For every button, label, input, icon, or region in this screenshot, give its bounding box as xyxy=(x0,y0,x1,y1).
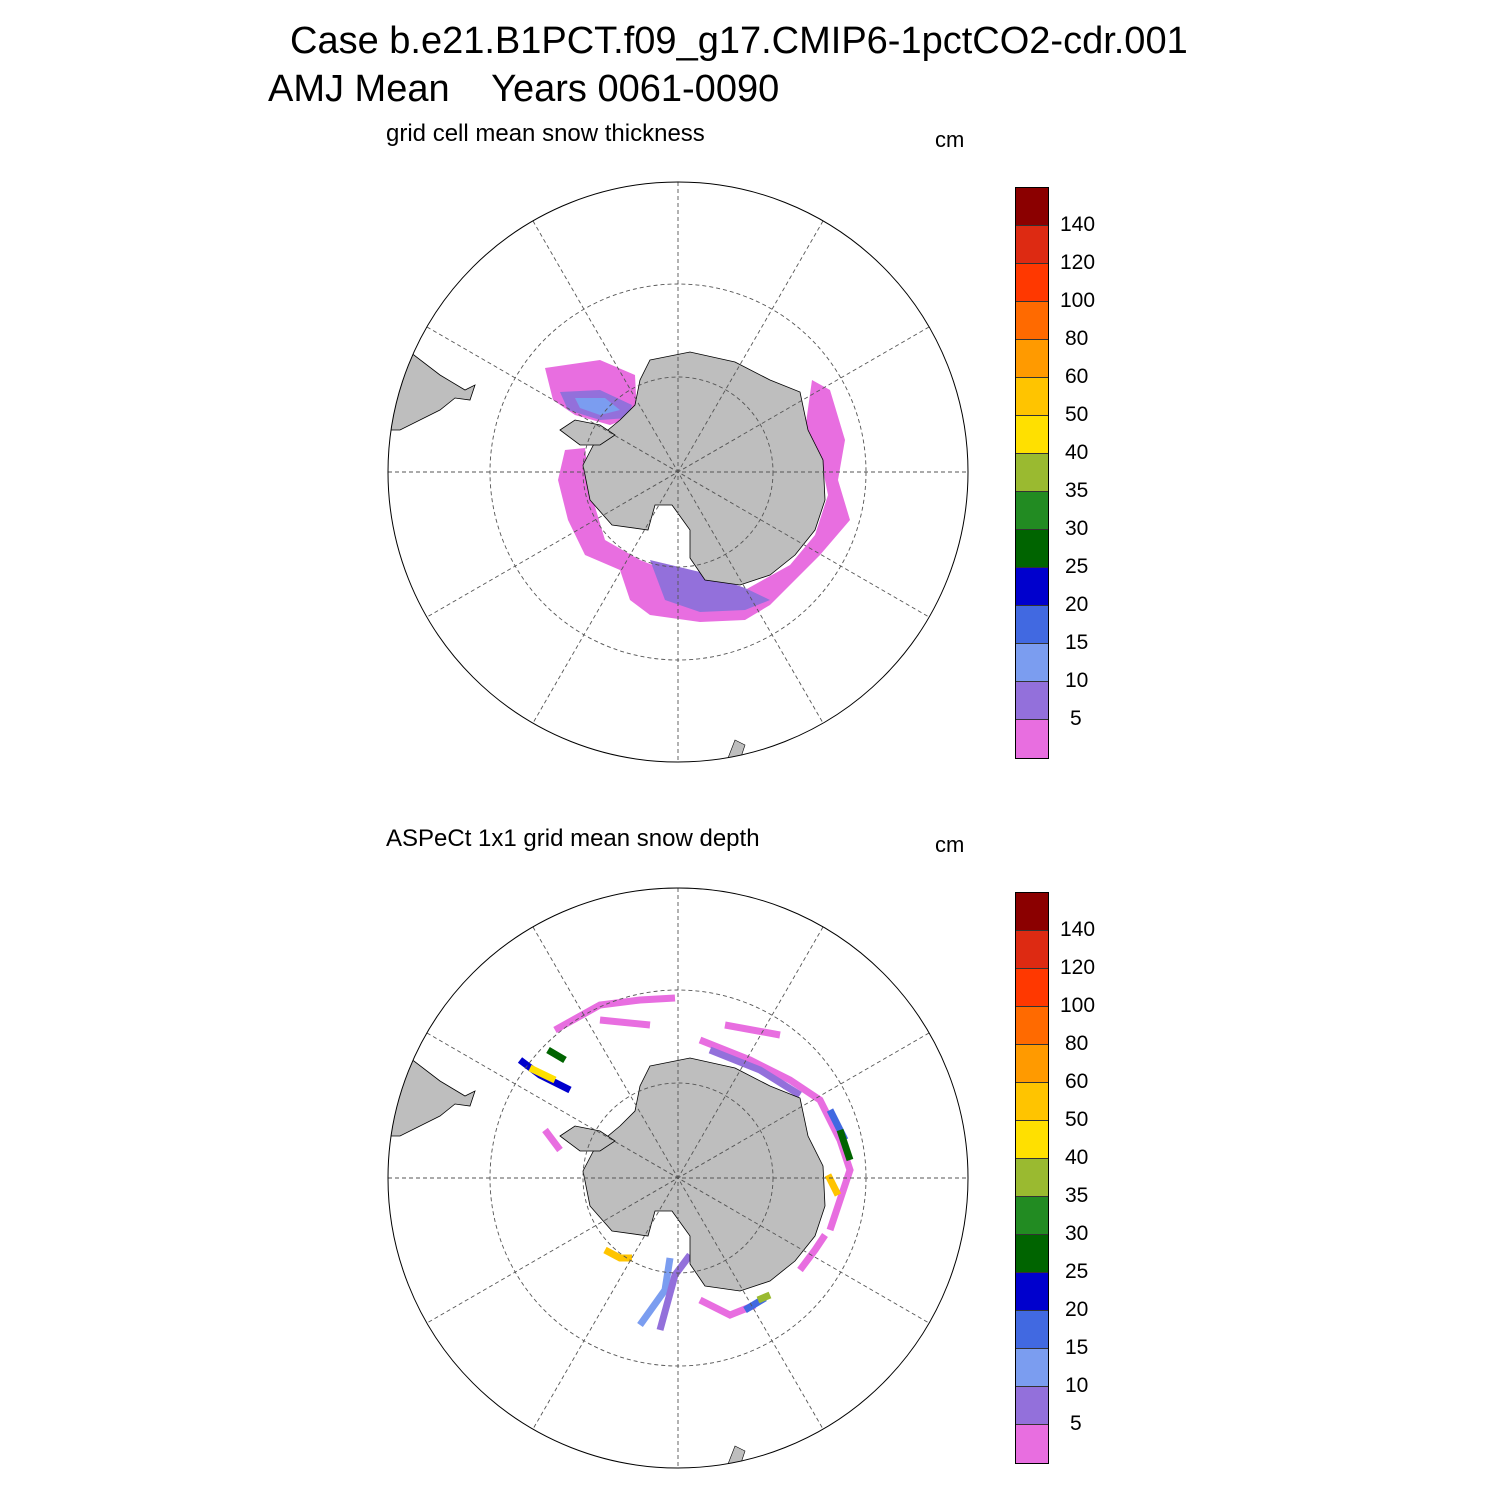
antarctic-peninsula-bottom xyxy=(559,1125,616,1152)
colorbar-bin xyxy=(1016,1045,1048,1083)
colorbar-bin xyxy=(1016,226,1048,264)
map-border-top xyxy=(387,181,969,763)
colorbar-top xyxy=(1015,187,1049,759)
colorbar-tick-label: 30 xyxy=(1065,517,1089,540)
colorbar-tick-label: 10 xyxy=(1065,669,1089,692)
units-label-bottom: cm xyxy=(935,832,965,857)
colorbar-tick-label: 100 xyxy=(1060,994,1096,1017)
colorbar-bin xyxy=(1016,568,1048,606)
colorbar-tick-label: 20 xyxy=(1065,1298,1089,1321)
colorbar-tick-label: 35 xyxy=(1065,479,1089,502)
colorbar-tick-label: 35 xyxy=(1065,1184,1089,1207)
snow-observations-bottom xyxy=(517,994,854,1331)
colorbar-tick-label: 120 xyxy=(1060,251,1096,274)
colorbar-tick-label: 40 xyxy=(1065,1146,1089,1169)
panel-title-top: grid cell mean snow thickness xyxy=(386,120,705,147)
colorbar-tick-label: 15 xyxy=(1065,631,1089,654)
colorbar-bin xyxy=(1016,893,1048,931)
colorbar-bin xyxy=(1016,1425,1048,1463)
map-top xyxy=(387,181,969,763)
units-label-top: cm xyxy=(935,127,965,152)
colorbar-bin xyxy=(1016,1387,1048,1425)
map-bottom xyxy=(387,887,969,1469)
colorbar-tick-label: 5 xyxy=(1070,1412,1082,1435)
colorbar-bin xyxy=(1016,302,1048,340)
colorbar-tick-label: 80 xyxy=(1065,327,1089,350)
colorbar-bin xyxy=(1016,720,1048,758)
colorbar-tick-label: 80 xyxy=(1065,1032,1089,1055)
colorbar-tick-label: 30 xyxy=(1065,1222,1089,1245)
map-border-bottom xyxy=(387,887,969,1469)
colorbar-bin xyxy=(1016,188,1048,226)
colorbar-bin xyxy=(1016,264,1048,302)
panel-title-bottom: ASPeCt 1x1 grid mean snow depth xyxy=(386,825,760,852)
colorbar-tick-label: 15 xyxy=(1065,1336,1089,1359)
colorbar-bin xyxy=(1016,682,1048,720)
colorbar-bin xyxy=(1016,340,1048,378)
colorbar-tick-label: 140 xyxy=(1060,213,1096,236)
colorbar-bottom xyxy=(1015,892,1049,1464)
colorbar-tick-label: 40 xyxy=(1065,441,1089,464)
colorbar-bin xyxy=(1016,1159,1048,1197)
colorbar-bin xyxy=(1016,530,1048,568)
colorbar-bin xyxy=(1016,969,1048,1007)
antarctic-peninsula-top xyxy=(559,419,616,446)
colorbar-tick-label: 140 xyxy=(1060,918,1096,941)
colorbar-tick-label: 20 xyxy=(1065,593,1089,616)
colorbar-bin xyxy=(1016,1007,1048,1045)
colorbar-bin xyxy=(1016,492,1048,530)
colorbar-tick-label: 60 xyxy=(1065,365,1089,388)
colorbar-bin xyxy=(1016,1235,1048,1273)
colorbar-bin xyxy=(1016,378,1048,416)
colorbar-tick-label: 120 xyxy=(1060,956,1096,979)
figure-title-line1: Case b.e21.B1PCT.f09_g17.CMIP6-1pctCO2-c… xyxy=(290,20,1188,62)
colorbar-tick-label: 25 xyxy=(1065,555,1089,578)
colorbar-bin xyxy=(1016,454,1048,492)
colorbar-bin xyxy=(1016,1273,1048,1311)
colorbar-tick-label: 60 xyxy=(1065,1070,1089,1093)
colorbar-bin xyxy=(1016,931,1048,969)
colorbar-bin xyxy=(1016,1311,1048,1349)
colorbar-tick-label: 25 xyxy=(1065,1260,1089,1283)
colorbar-bin xyxy=(1016,416,1048,454)
colorbar-tick-label: 100 xyxy=(1060,289,1096,312)
colorbar-bin xyxy=(1016,644,1048,682)
colorbar-bin xyxy=(1016,1349,1048,1387)
graticule-top xyxy=(388,182,968,762)
colorbar-tick-label: 50 xyxy=(1065,1108,1089,1131)
colorbar-tick-label: 5 xyxy=(1070,707,1082,730)
colorbar-bin xyxy=(1016,1083,1048,1121)
colorbar-bin xyxy=(1016,1121,1048,1159)
colorbar-tick-label: 10 xyxy=(1065,1374,1089,1397)
colorbar-tick-label: 50 xyxy=(1065,403,1089,426)
colorbar-bin xyxy=(1016,606,1048,644)
graticule-bottom xyxy=(388,888,968,1468)
figure-title-line2: AMJ Mean Years 0061-0090 xyxy=(268,68,780,110)
colorbar-bin xyxy=(1016,1197,1048,1235)
